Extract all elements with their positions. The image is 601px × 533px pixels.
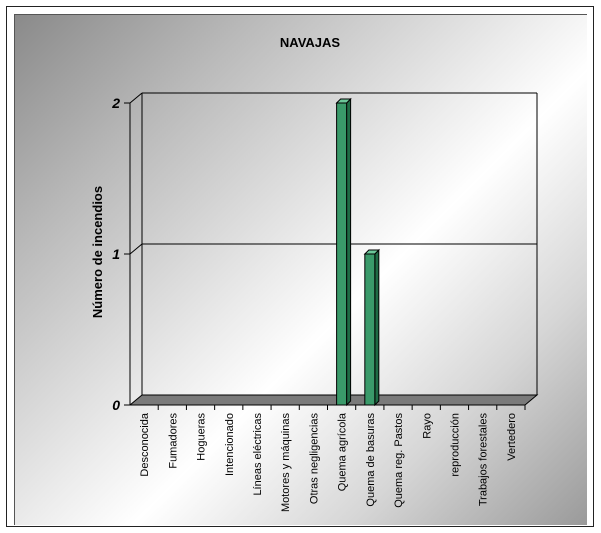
y-tick-label: 1 bbox=[112, 246, 120, 262]
bar bbox=[364, 253, 376, 406]
x-tick-labels: Desconocida Fumadores Hogueras Intencionado… bbox=[139, 412, 518, 512]
chart-floor bbox=[128, 394, 539, 406]
x-tick-label: Fumadores bbox=[167, 413, 179, 469]
bars bbox=[335, 97, 381, 407]
y-tick-label: 2 bbox=[111, 95, 120, 111]
x-tick-label: Quema reg. Pastos bbox=[393, 413, 405, 508]
y-tick-labels: 0 1 2 bbox=[111, 95, 120, 413]
x-tick-label: Quema agrícola bbox=[337, 412, 349, 491]
gridline-depth bbox=[129, 243, 143, 255]
x-tick-label: Motores y máquinas bbox=[280, 413, 292, 513]
x-tick-label: Quema de basuras bbox=[365, 413, 377, 507]
x-tick-label: Intencionado bbox=[224, 413, 236, 476]
chart-background bbox=[14, 14, 587, 525]
y-axis-label: Número de incendios bbox=[90, 186, 105, 318]
x-tick-label: Desconocida bbox=[139, 412, 151, 476]
x-tick-label: Trabajos forestales bbox=[478, 413, 490, 507]
x-tick-label: Líneas eléctricas bbox=[252, 413, 264, 496]
bar-side bbox=[346, 97, 352, 407]
x-tick-label: Vertedero bbox=[506, 413, 518, 461]
axes bbox=[124, 93, 539, 410]
gridline-depth bbox=[129, 92, 143, 104]
y-tick-label: 0 bbox=[112, 397, 120, 413]
x-tick-label: Hogueras bbox=[196, 413, 208, 461]
bar bbox=[336, 102, 348, 406]
bar-side bbox=[374, 248, 380, 407]
x-tick-label: Otras negligencias bbox=[308, 413, 320, 505]
gridlines bbox=[129, 92, 537, 255]
x-tick-label: reproducción bbox=[449, 413, 461, 477]
x-tick-label: Rayo bbox=[421, 413, 433, 439]
chart-title: NAVAJAS bbox=[280, 35, 341, 50]
